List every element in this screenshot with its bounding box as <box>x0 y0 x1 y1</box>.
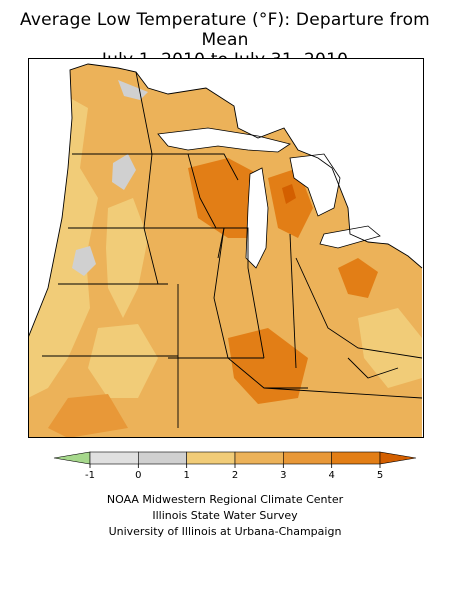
shading-3-4-south <box>48 394 128 438</box>
colorbar-bins <box>53 451 417 465</box>
great-lakes <box>157 127 381 269</box>
border-mn-ia <box>148 153 239 181</box>
shading-1-2-kansas <box>88 324 158 398</box>
colorbar-label-5: 4 <box>328 470 334 481</box>
colorbar-bin-6 <box>331 451 381 465</box>
credit-line-3: University of Illinois at Urbana-Champai… <box>108 525 342 538</box>
map-frame-border <box>28 58 424 438</box>
colorbar-label-1: 0 <box>135 470 141 481</box>
state-borders <box>28 63 423 428</box>
border-il-in <box>216 227 265 359</box>
shading-5-plus-michigan <box>282 184 296 204</box>
border-oh-ky <box>295 257 423 359</box>
lake-michigan <box>245 167 269 269</box>
colorbar-bin-4 <box>234 451 284 465</box>
map-title-line-1: Average Low Temperature (°F): Departure … <box>20 10 430 50</box>
lake-erie <box>319 225 381 249</box>
colorbar-label-0: -1 <box>85 470 95 481</box>
colorbar-bin-5 <box>283 451 332 465</box>
colorbar-label-6: 5 <box>377 470 383 481</box>
temperature-departure-map <box>28 58 424 438</box>
shading-1-2-west <box>28 98 98 398</box>
colorbar-bin-0 <box>53 451 91 465</box>
colorbar-label-2: 1 <box>183 470 189 481</box>
colorbar-label-4: 3 <box>280 470 286 481</box>
colorbar-bin-3 <box>186 451 236 465</box>
border-mn-west <box>135 71 159 285</box>
shading-0-1-south-dakota <box>72 246 96 276</box>
border-in-oh <box>289 233 297 369</box>
credit-line-2: Illinois State Water Survey <box>152 509 298 522</box>
shading-0-1-north-dakota <box>112 154 136 190</box>
legend-colorbar: -1 0 1 2 3 4 5 <box>53 451 417 481</box>
credits: NOAA Midwestern Regional Climate Center … <box>0 492 450 540</box>
colorbar-labels: -1 0 1 2 3 4 5 <box>85 464 383 481</box>
colorbar-bin-7 <box>379 451 417 465</box>
colorbar-bin-2 <box>138 451 187 465</box>
shading-1-2-appalachia <box>358 308 422 388</box>
credit-line-1: NOAA Midwestern Regional Climate Center <box>106 493 344 506</box>
lake-superior <box>157 127 291 153</box>
shading-4-5-ohio-valley <box>228 328 308 404</box>
colorbar-bin-1 <box>89 451 139 465</box>
border-wv <box>347 357 399 379</box>
outer-border <box>28 63 423 339</box>
lake-huron <box>289 153 341 217</box>
shading-4-5-ohio <box>338 258 378 298</box>
shading-4-5-michigan <box>268 168 313 238</box>
border-ky-tn <box>263 387 423 399</box>
colorbar-label-3: 2 <box>232 470 238 481</box>
border-wi-west <box>187 153 217 229</box>
